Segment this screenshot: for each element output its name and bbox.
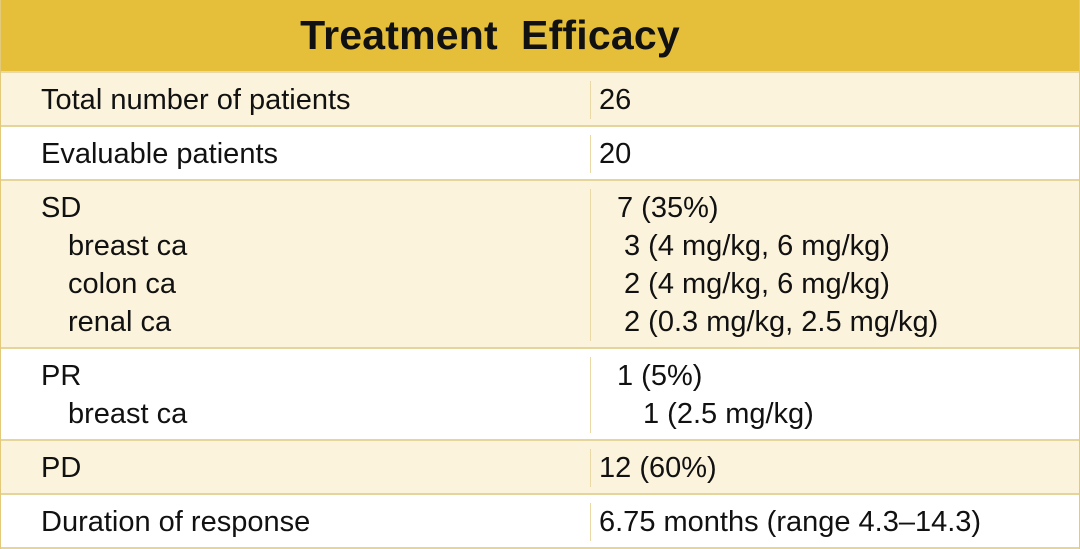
sub-row-label: renal ca [68,306,172,338]
row-value: 6.75 months (range 4.3–14.3) [599,506,982,538]
row-value-cell: 6.75 months (range 4.3–14.3) [591,503,1079,541]
sub-row-value: 3 (4 mg/kg, 6 mg/kg) [624,230,890,262]
row-label-cell: Evaluable patients [1,135,591,173]
row-value: 1 (5%) [617,360,703,392]
row-value-cell: 7 (35%) 3 (4 mg/kg, 6 mg/kg) 2 (4 mg/kg,… [591,189,1079,341]
row-label: Duration of response [41,506,311,538]
table-row-pr: PR breast ca 1 (5%) 1 (2.5 mg/kg) [1,349,1079,441]
row-label-cell: Duration of response [1,503,591,541]
row-value-cell: 1 (5%) 1 (2.5 mg/kg) [591,357,1079,433]
table-header: Treatment Efficacy [1,0,1079,73]
row-label-cell: PR breast ca [1,357,591,433]
table-title: Treatment Efficacy [300,12,680,58]
row-label-cell: SD breast ca colon ca renal ca [1,189,591,341]
row-value-cell: 26 [591,81,1079,119]
row-label-cell: Total number of patients [1,81,591,119]
sub-row-label: breast ca [68,230,188,262]
row-label-cell: PD [1,449,591,487]
row-value: 26 [599,84,632,116]
row-label: SD [41,192,82,224]
row-label: PR [41,360,82,392]
sub-row-label: breast ca [68,398,188,430]
row-label: Evaluable patients [41,138,278,170]
table-row-evaluable-patients: Evaluable patients 20 [1,127,1079,181]
table-row-total-patients: Total number of patients 26 [1,73,1079,127]
row-value-cell: 20 [591,135,1079,173]
row-value-cell: 12 (60%) [591,449,1079,487]
sub-row-value: 2 (4 mg/kg, 6 mg/kg) [624,268,890,300]
table-row-duration: Duration of response 6.75 months (range … [1,495,1079,549]
table-row-sd: SD breast ca colon ca renal ca 7 (35%) 3… [1,181,1079,349]
row-value: 7 (35%) [617,192,719,224]
sub-row-value: 2 (0.3 mg/kg, 2.5 mg/kg) [624,306,939,338]
table-row-pd: PD 12 (60%) [1,441,1079,495]
row-label: PD [41,452,82,484]
row-value: 12 (60%) [599,452,717,484]
sub-row-value: 1 (2.5 mg/kg) [643,398,814,430]
sub-row-label: colon ca [68,268,177,300]
row-label: Total number of patients [41,84,351,116]
row-value: 20 [599,138,632,170]
